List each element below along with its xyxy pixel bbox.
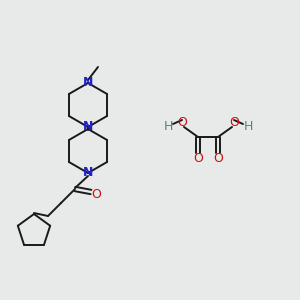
- Text: O: O: [177, 116, 187, 130]
- Text: H: H: [163, 119, 173, 133]
- Text: N: N: [83, 167, 93, 179]
- Text: H: H: [243, 119, 253, 133]
- Text: O: O: [193, 152, 203, 166]
- Text: N: N: [83, 76, 93, 89]
- Text: O: O: [213, 152, 223, 166]
- Text: N: N: [83, 121, 93, 134]
- Text: O: O: [91, 188, 101, 200]
- Text: O: O: [229, 116, 239, 130]
